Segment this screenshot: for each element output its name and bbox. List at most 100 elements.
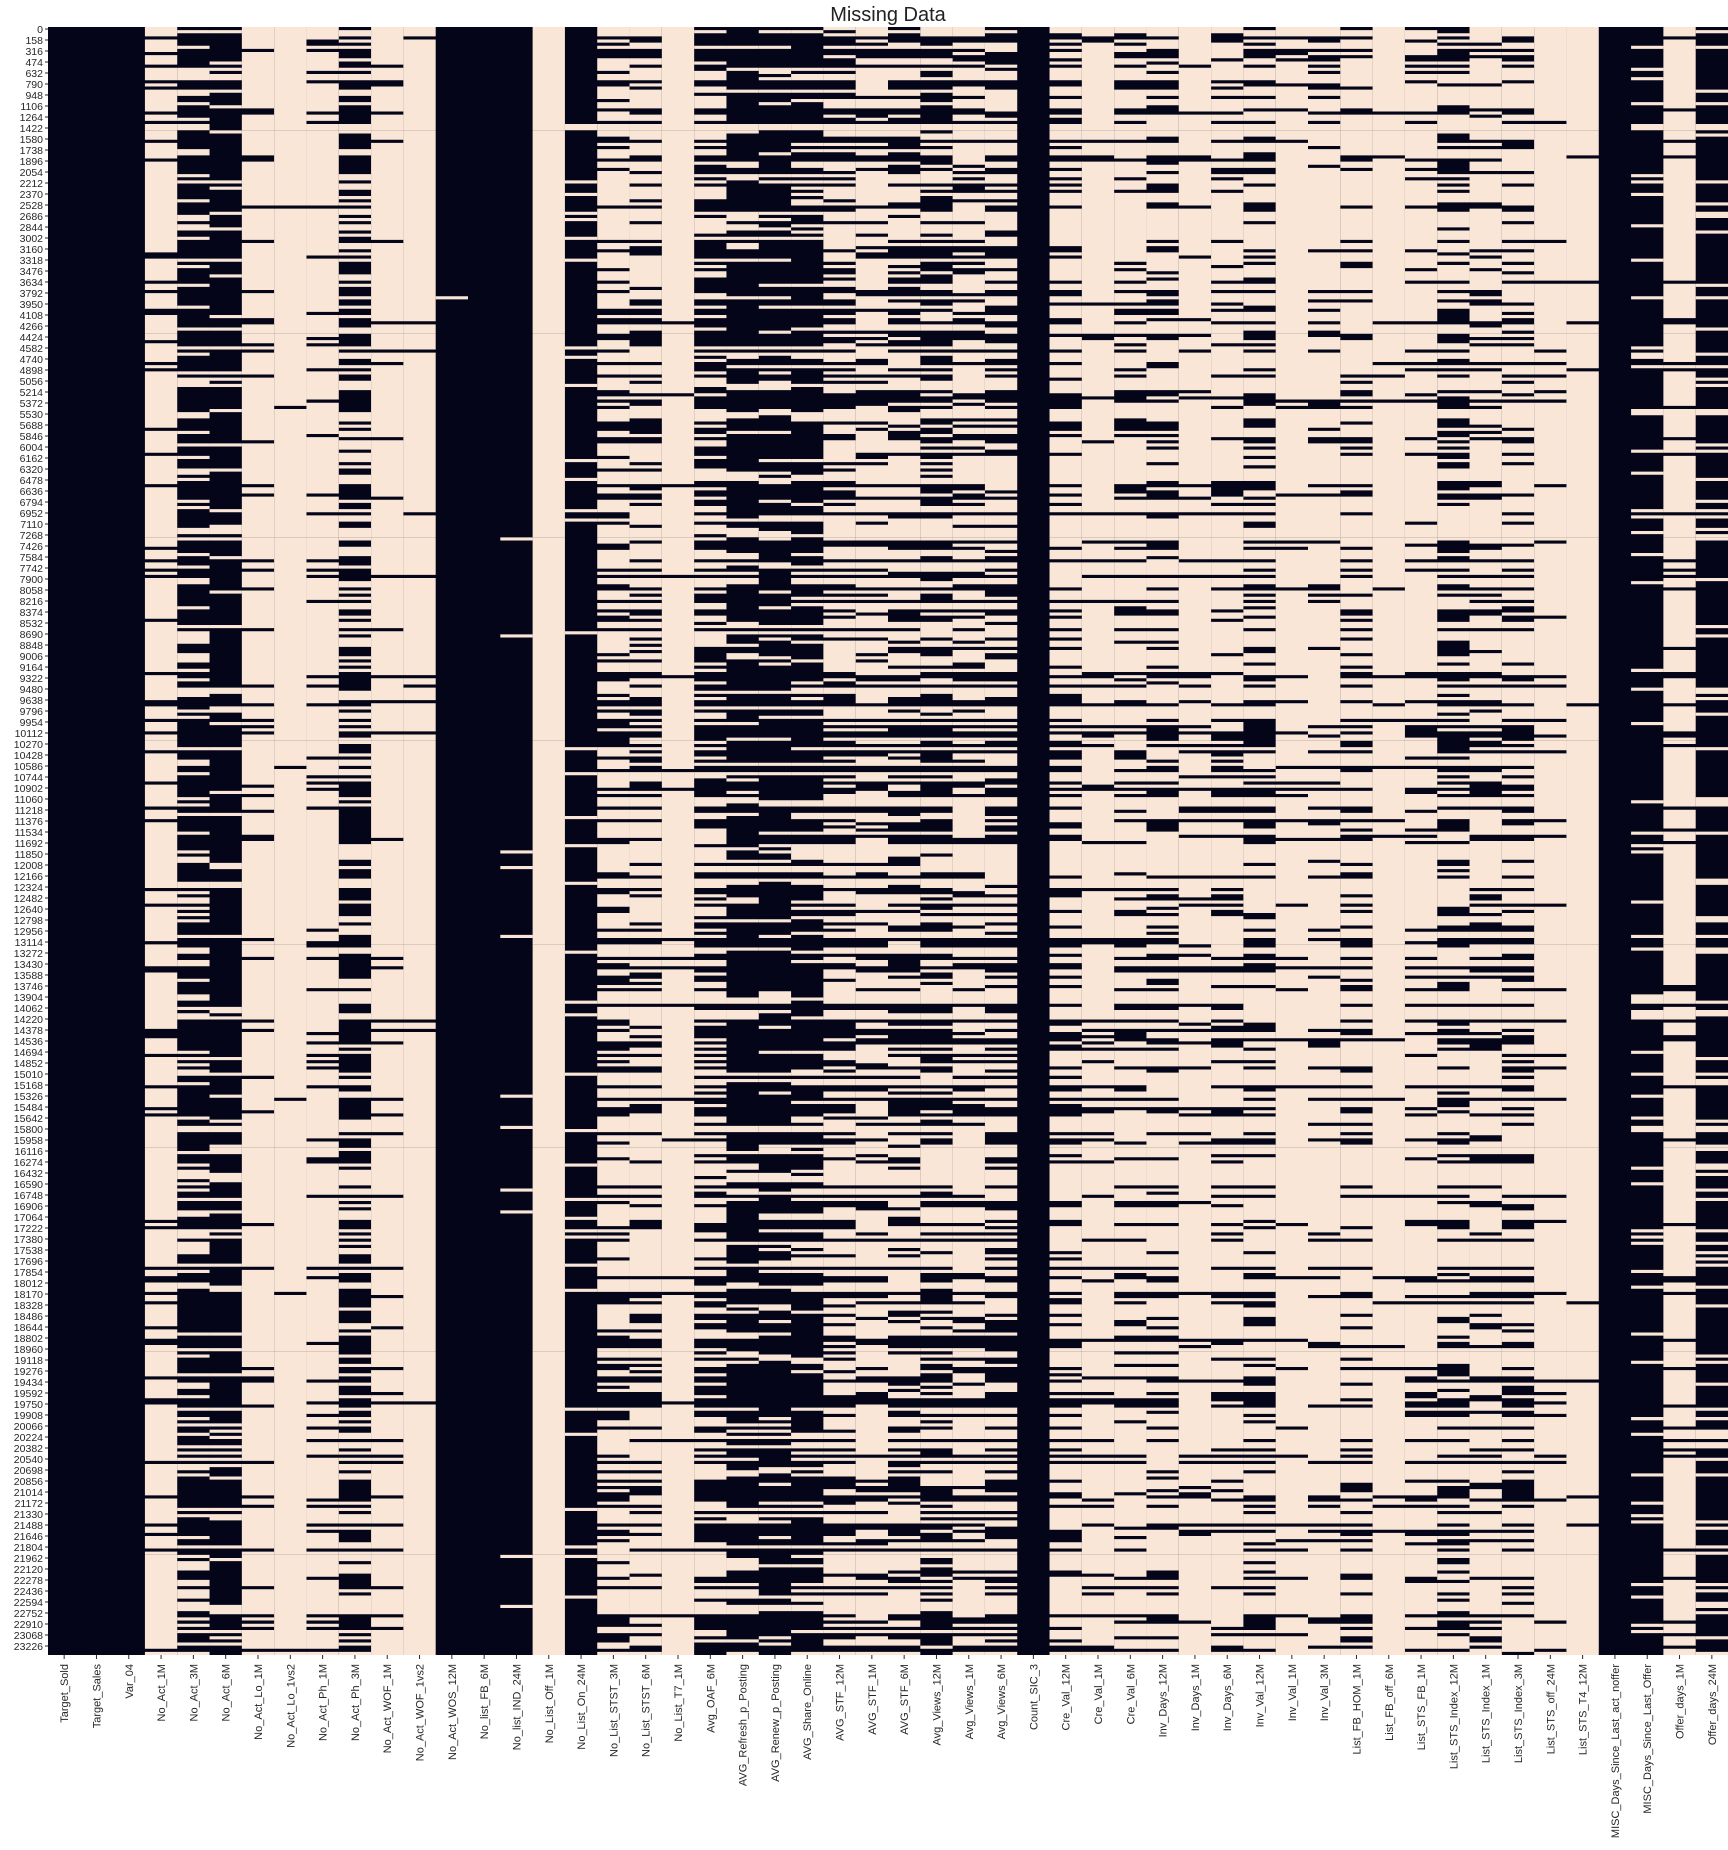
heatmap-column: [533, 27, 565, 1655]
heatmap-missing-cells: [403, 27, 435, 1655]
x-tick-label: Inv_Days_12M: [1158, 1664, 1170, 1737]
heatmap-missing-cells: [1276, 27, 1308, 1655]
x-tick-label: List_FB_off_6M: [1384, 1664, 1396, 1741]
x-tick-label: Inv_Val_3M: [1319, 1664, 1331, 1721]
heatmap-column: [1663, 27, 1695, 1655]
x-tick-label: No_Act_Ph_1M: [318, 1664, 330, 1741]
heatmap-column: [1373, 27, 1405, 1655]
heatmap-missing-cells: [371, 27, 403, 1655]
x-tick-label: AVG_STF_6M: [899, 1664, 911, 1735]
x-tick-label: No_Act_Ph_3M: [350, 1664, 362, 1741]
x-tick-label: Inv_Days_1M: [1190, 1664, 1202, 1731]
heatmap-column: [1050, 27, 1082, 1655]
heatmap-missing-cells: [662, 27, 694, 1655]
x-tick-label: No_Act_Lo_1vs2: [285, 1664, 297, 1748]
heatmap-column: [436, 296, 468, 299]
heatmap-column: [1470, 27, 1502, 1655]
heatmap-column: [403, 27, 435, 1655]
x-tick-label: Cre_Val_1M: [1093, 1664, 1105, 1724]
heatmap-missing-cells: [1566, 27, 1598, 1655]
x-tick-label: AVG_STF_1M: [867, 1664, 879, 1735]
x-tick-label: List_STS_Index_3M: [1513, 1664, 1525, 1763]
heatmap-missing-cells: [1340, 30, 1372, 1655]
heatmap-missing-cells: [242, 27, 274, 1655]
x-tick-label: Var_04: [124, 1664, 136, 1699]
heatmap-column: [1114, 27, 1146, 1655]
x-tick-label: No_Act_WOF_1vs2: [415, 1664, 427, 1761]
heatmap-missing-cells: [1534, 27, 1566, 1655]
x-tick-label: Cre_Val_6M: [1125, 1664, 1137, 1724]
x-tick-label: No_List_On_24M: [576, 1664, 588, 1750]
heatmap-missing-cells: [1082, 27, 1114, 1655]
x-tick-label: No_List_STST_3M: [608, 1664, 620, 1757]
heatmap-missing-cells: [1663, 27, 1695, 1655]
heatmap-column: [1146, 27, 1178, 1655]
x-tick-label: List_STS_Index_12M: [1448, 1664, 1460, 1769]
x-tick-label: No_list_IND_24M: [511, 1664, 523, 1750]
x-tick-label: Avg_Views_6M: [996, 1664, 1008, 1739]
heatmap-missing-cells: [436, 296, 468, 299]
x-tick-label: No_Act_6M: [221, 1664, 233, 1721]
x-tick-label: Target_Sold: [59, 1664, 71, 1723]
heatmap-missing-cells: [1114, 27, 1146, 1655]
heatmap-column: [306, 27, 338, 1655]
heatmap-missing-cells: [306, 27, 338, 1655]
x-tick-label: Inv_Val_12M: [1255, 1664, 1267, 1727]
heatmap-missing-cells: [533, 27, 565, 1655]
heatmap-column: [1534, 27, 1566, 1655]
x-tick-label: No_Act_WOF_1M: [382, 1664, 394, 1753]
x-tick-label: Avg_OAF_6M: [705, 1664, 717, 1733]
heatmap-column: [856, 27, 888, 1655]
heatmap-column: [274, 27, 306, 1655]
x-tick-label: List_STS_T4_12M: [1578, 1664, 1590, 1755]
x-tick-label: No_list_FB_6M: [479, 1664, 491, 1739]
x-tick-label: MISC_Days_Since_Last_act_noffer: [1610, 1664, 1622, 1838]
heatmap-column: [1211, 27, 1243, 1655]
x-tick-label: Inv_Days_6M: [1222, 1664, 1234, 1731]
heatmap-missing-cells: [1373, 27, 1405, 1655]
x-tick-label: No_Act_3M: [188, 1664, 200, 1721]
x-tick-label: Avg_Views_1M: [964, 1664, 976, 1739]
x-tick-label: Cre_Val_12M: [1061, 1664, 1073, 1730]
x-tick-label: MISC_Days_Since_Last_Offer: [1642, 1664, 1654, 1814]
heatmap-missing-cells: [1470, 27, 1502, 1655]
heatmap-column: [371, 27, 403, 1655]
x-tick-label: No_List_Off_1M: [544, 1664, 556, 1743]
x-tick-label: No_Act_Lo_1M: [253, 1664, 265, 1740]
heatmap-missing-cells: [1146, 27, 1178, 1655]
x-tick-label: No_List_T7_1M: [673, 1664, 685, 1742]
x-tick-label: No_Act_WOS_12M: [447, 1664, 459, 1760]
x-tick-label: Offer_days_1M: [1675, 1664, 1687, 1739]
heatmap-missing-cells: [1050, 27, 1082, 1655]
heatmap-column: [1308, 27, 1340, 1655]
heatmap-column: [242, 27, 274, 1655]
x-tick-label: List_STS_off_24M: [1545, 1664, 1557, 1754]
heatmap-column: [145, 27, 177, 1655]
x-tick-label: AVG_Refresh_p_Posting: [738, 1664, 750, 1786]
x-tick-label: List_STS_Index_1M: [1481, 1664, 1493, 1763]
heatmap-column: [630, 27, 662, 1655]
x-tick-label: Target_Sales: [91, 1664, 103, 1729]
heatmap-missing-cells: [145, 27, 177, 1655]
x-tick-label: Count_SIC_3: [1028, 1664, 1040, 1730]
x-tick-label: List_FB_HOM_1M: [1351, 1664, 1363, 1754]
y-tick-label: 23226: [14, 1641, 43, 1653]
heatmap-column: [662, 27, 694, 1655]
heatmap-missing-cells: [1179, 27, 1211, 1655]
heatmap-missing-cells: [856, 27, 888, 1655]
x-tick-label: AVG_STF_12M: [835, 1664, 847, 1741]
heatmap-column: [1179, 27, 1211, 1655]
x-tick-label: No_Act_1M: [156, 1664, 168, 1721]
x-tick-label: No_List_STST_6M: [641, 1664, 653, 1757]
heatmap-column: [1340, 30, 1372, 1655]
x-tick-label: Offer_days_24M: [1707, 1664, 1719, 1745]
heatmap-column: [1276, 27, 1308, 1655]
heatmap-missing-cells: [1308, 27, 1340, 1655]
x-tick-label: AVG_Share_Online: [802, 1664, 814, 1760]
heatmap-missing-cells: [630, 27, 662, 1655]
x-tick-label: List_STS_FB_1M: [1416, 1664, 1428, 1750]
x-tick-label: AVG_Renew_p_Posting: [770, 1664, 782, 1782]
x-tick-label: Inv_Val_1M: [1287, 1664, 1299, 1721]
heatmap-column: [1566, 27, 1598, 1655]
